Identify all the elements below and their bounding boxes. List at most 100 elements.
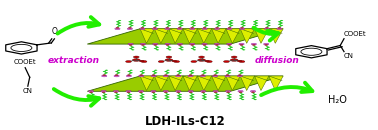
Circle shape [202,98,205,99]
Circle shape [265,27,268,28]
Circle shape [278,21,281,22]
Circle shape [254,99,257,100]
Circle shape [90,98,93,99]
Circle shape [129,44,132,45]
Circle shape [241,97,244,98]
Circle shape [202,95,205,96]
Circle shape [129,97,132,98]
Circle shape [115,98,118,99]
Circle shape [152,92,155,93]
Circle shape [251,43,257,45]
Circle shape [218,22,221,24]
Circle shape [166,44,169,45]
Circle shape [280,25,283,26]
Circle shape [213,90,218,92]
Circle shape [129,99,132,100]
Circle shape [178,24,181,25]
Circle shape [218,20,221,21]
Circle shape [129,48,132,49]
Circle shape [205,22,208,24]
Circle shape [193,49,196,50]
Circle shape [203,21,206,22]
Circle shape [132,47,135,48]
Circle shape [116,21,119,22]
Circle shape [153,27,156,28]
Circle shape [177,43,183,45]
Circle shape [172,60,177,62]
Circle shape [205,25,208,26]
Circle shape [181,49,184,50]
Circle shape [118,25,121,26]
Circle shape [118,22,121,24]
Circle shape [152,98,155,99]
Circle shape [204,94,207,95]
Circle shape [176,90,181,92]
Polygon shape [154,29,169,43]
Polygon shape [269,76,283,90]
Circle shape [240,70,243,71]
Circle shape [226,92,229,93]
Circle shape [239,95,242,96]
Circle shape [230,49,233,50]
Circle shape [142,94,145,95]
Circle shape [201,75,204,76]
Polygon shape [212,29,226,43]
Circle shape [151,90,156,92]
Circle shape [189,75,192,76]
Circle shape [230,22,233,24]
Circle shape [131,20,134,21]
Circle shape [115,28,120,30]
Circle shape [254,94,257,95]
Circle shape [202,43,207,45]
Circle shape [174,61,180,63]
Circle shape [167,94,170,95]
Circle shape [118,20,121,21]
Circle shape [241,94,244,95]
Circle shape [278,27,281,28]
Circle shape [280,20,283,21]
Circle shape [117,97,120,98]
Circle shape [127,95,130,96]
Circle shape [278,24,281,25]
Circle shape [127,28,133,30]
Circle shape [226,95,229,96]
Circle shape [90,95,93,96]
Circle shape [164,98,167,99]
Circle shape [239,71,241,72]
Circle shape [168,22,171,24]
Polygon shape [140,76,154,90]
Circle shape [131,22,134,24]
Circle shape [142,70,145,71]
Circle shape [164,92,167,93]
Circle shape [130,70,133,71]
Circle shape [156,22,159,24]
Circle shape [163,75,169,77]
Circle shape [189,71,192,72]
Circle shape [141,44,144,45]
Circle shape [178,21,181,22]
Text: CN: CN [23,88,33,94]
Circle shape [125,61,132,63]
Circle shape [167,72,170,73]
Circle shape [228,21,231,22]
Circle shape [139,60,144,62]
Circle shape [141,21,144,22]
Circle shape [163,90,169,92]
Circle shape [206,61,212,63]
Circle shape [202,92,205,93]
Circle shape [204,97,207,98]
Polygon shape [140,29,154,43]
Circle shape [178,48,181,49]
Circle shape [133,56,139,58]
Circle shape [230,47,233,48]
Circle shape [215,24,218,25]
Circle shape [140,71,143,72]
Circle shape [179,94,182,95]
Circle shape [156,47,159,48]
Circle shape [230,25,233,26]
Circle shape [153,24,156,25]
Circle shape [167,97,170,98]
Circle shape [243,22,246,24]
Circle shape [90,92,93,93]
Circle shape [229,99,232,100]
